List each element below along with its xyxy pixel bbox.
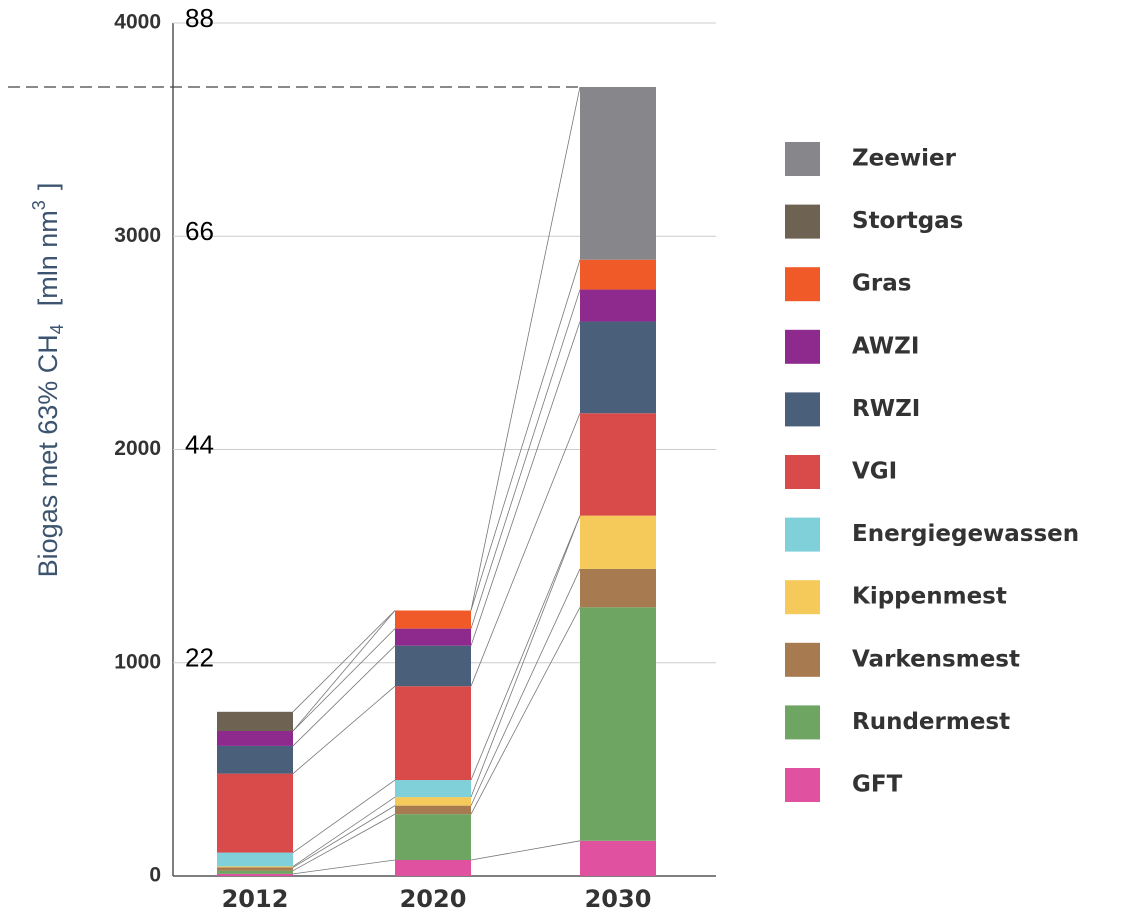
- connector: [470, 607, 581, 815]
- legend-swatch: [785, 455, 820, 489]
- legend-swatch: [785, 768, 820, 802]
- bar-segment: [580, 515, 656, 569]
- bar-segment: [217, 730, 293, 746]
- bar-segment: [217, 745, 293, 774]
- connector: [292, 685, 396, 774]
- legend-swatch: [785, 580, 820, 615]
- bar-segment: [395, 686, 471, 781]
- x-tick-label: 2020: [400, 885, 467, 913]
- legend-swatch: [785, 267, 820, 302]
- legend-swatch: [785, 204, 820, 239]
- connector: [470, 840, 581, 861]
- bar-segment: [395, 628, 471, 646]
- connector: [292, 645, 396, 747]
- connector: [292, 805, 396, 868]
- connector: [470, 413, 581, 687]
- y2-tick-label: 44: [185, 429, 214, 459]
- connector: [292, 813, 396, 872]
- bar-segment: [217, 867, 293, 871]
- bar-segment: [580, 259, 656, 290]
- bar-segment: [395, 610, 471, 629]
- legend-label: Zeewier: [852, 146, 957, 172]
- legend-label: RWZI: [852, 396, 920, 422]
- bar-segment: [580, 840, 656, 876]
- legend-swatch: [785, 329, 820, 364]
- y-tick-label: 2000: [114, 437, 161, 460]
- legend-label: GFT: [852, 772, 903, 798]
- y-label-sup: 3: [29, 200, 49, 210]
- legend-label: Rundermest: [852, 709, 1010, 735]
- y2-tick-label: 88: [185, 3, 214, 33]
- bar-segment: [580, 321, 656, 414]
- bar-segment: [217, 773, 293, 853]
- connector: [470, 515, 581, 798]
- connector: [292, 796, 396, 867]
- legend-swatch: [785, 517, 820, 552]
- bar-segment: [217, 711, 293, 731]
- connector: [470, 321, 581, 646]
- y-tick-label: 0: [149, 864, 161, 887]
- legend-label: Stortgas: [852, 208, 963, 234]
- legend-label: Energiegewassen: [852, 521, 1079, 547]
- y-axis-label: Biogas met 63% CH4 [mln nm3]: [29, 183, 67, 578]
- legend-swatch: [785, 642, 820, 677]
- legend-label: Gras: [852, 271, 911, 297]
- y2-tick-label: 66: [185, 216, 214, 246]
- legend-swatch: [785, 392, 820, 427]
- connector: [470, 86, 581, 611]
- bar-segment: [217, 870, 293, 874]
- bar-segment: [395, 645, 471, 687]
- connector: [292, 610, 396, 713]
- bar-segment: [580, 568, 656, 608]
- y-tick-label: 1000: [114, 650, 161, 673]
- y2-tick-label: 22: [185, 643, 214, 673]
- legend-label: VGI: [852, 459, 897, 485]
- connector: [292, 628, 396, 732]
- connector: [292, 859, 396, 875]
- connector: [470, 289, 581, 629]
- connector: [292, 610, 396, 732]
- x-tick-label: 2030: [585, 885, 652, 913]
- bar-segment: [395, 780, 471, 798]
- connector: [470, 568, 581, 806]
- legend-label: Varkensmest: [852, 646, 1020, 672]
- legend-label: Kippenmest: [852, 584, 1007, 610]
- bar-segment: [580, 289, 656, 322]
- legend-swatch: [785, 705, 820, 740]
- x-tick-label: 2012: [222, 885, 289, 913]
- y-label-text: Biogas met 63% CH: [33, 334, 63, 577]
- bar-segment: [580, 413, 656, 516]
- legend-swatch: [785, 142, 820, 176]
- bar-segment: [217, 852, 293, 867]
- connector: [470, 515, 581, 781]
- bar-segment: [395, 797, 471, 806]
- y-label-unit: [mln nm: [33, 210, 63, 306]
- bar-segment: [395, 814, 471, 861]
- bar-segment: [395, 860, 471, 876]
- connector: [470, 259, 581, 611]
- bar-segment: [580, 86, 656, 260]
- y-label-sub: 4: [47, 324, 67, 334]
- connector: [292, 779, 396, 853]
- legend-label: AWZI: [852, 333, 919, 359]
- bar-segment: [217, 873, 293, 876]
- y-label-close: ]: [33, 183, 63, 191]
- bar-segment: [580, 607, 656, 841]
- bar-segment: [395, 805, 471, 815]
- y-tick-label: 4000: [114, 11, 161, 34]
- bar-segment: [217, 866, 293, 868]
- y-tick-label: 3000: [114, 224, 161, 247]
